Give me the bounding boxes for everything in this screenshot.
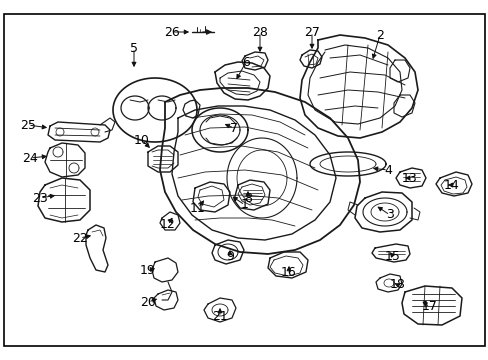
Text: 28: 28: [251, 26, 267, 39]
Text: 19: 19: [140, 264, 156, 276]
Text: 23: 23: [32, 192, 48, 204]
Text: 26: 26: [164, 26, 180, 39]
Text: 1: 1: [241, 198, 248, 211]
Text: 17: 17: [421, 301, 437, 314]
Text: 24: 24: [22, 152, 38, 165]
Text: 11: 11: [190, 202, 205, 215]
Text: 9: 9: [225, 251, 233, 264]
Text: 6: 6: [242, 55, 249, 68]
Text: 18: 18: [389, 279, 405, 292]
Text: 20: 20: [140, 296, 156, 309]
Text: 2: 2: [375, 28, 383, 41]
Text: 4: 4: [383, 163, 391, 176]
Text: 25: 25: [20, 118, 36, 131]
Text: 5: 5: [130, 41, 138, 54]
Text: 22: 22: [72, 231, 88, 244]
Text: 13: 13: [401, 171, 417, 185]
Text: 15: 15: [384, 249, 400, 262]
Text: 7: 7: [229, 122, 238, 135]
Text: 16: 16: [281, 266, 296, 279]
Text: 8: 8: [244, 192, 251, 204]
Text: 3: 3: [385, 208, 393, 221]
Text: 27: 27: [304, 26, 319, 39]
Text: 10: 10: [134, 134, 150, 147]
Text: 12: 12: [160, 219, 176, 231]
Text: 14: 14: [443, 179, 459, 192]
Text: 21: 21: [212, 310, 227, 324]
